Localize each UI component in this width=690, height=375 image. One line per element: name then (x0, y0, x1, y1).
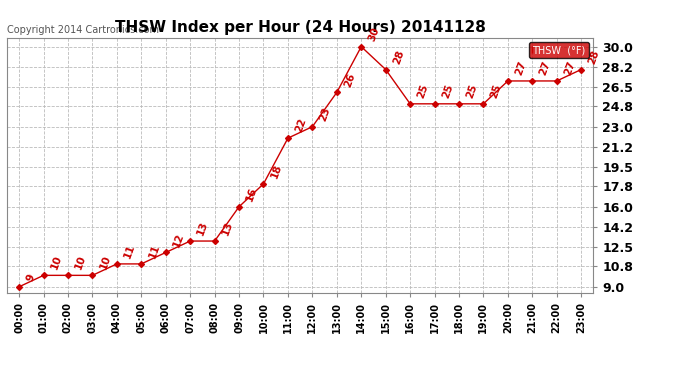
Text: 26: 26 (342, 71, 357, 88)
Text: 25: 25 (464, 82, 479, 100)
Text: 25: 25 (489, 82, 503, 100)
Text: 11: 11 (147, 243, 161, 260)
Text: 13: 13 (220, 220, 235, 237)
Text: 27: 27 (513, 60, 528, 77)
Text: 10: 10 (74, 254, 88, 271)
Text: 16: 16 (245, 186, 259, 202)
Text: 30: 30 (367, 26, 381, 42)
Title: THSW Index per Hour (24 Hours) 20141128: THSW Index per Hour (24 Hours) 20141128 (115, 20, 486, 35)
Text: 10: 10 (98, 254, 112, 271)
Text: 25: 25 (440, 82, 455, 100)
Text: 22: 22 (293, 117, 308, 134)
Text: 11: 11 (122, 243, 137, 260)
Text: 27: 27 (538, 60, 552, 77)
Text: 12: 12 (171, 231, 186, 248)
Text: 28: 28 (586, 48, 601, 65)
Text: Copyright 2014 Cartronics.com: Copyright 2014 Cartronics.com (7, 25, 159, 35)
Text: 27: 27 (562, 60, 577, 77)
Text: 9: 9 (25, 273, 37, 283)
Text: 25: 25 (415, 82, 430, 100)
Text: 23: 23 (318, 105, 333, 123)
Legend: THSW  (°F): THSW (°F) (529, 42, 589, 58)
Text: 18: 18 (269, 163, 284, 180)
Text: 13: 13 (196, 220, 210, 237)
Text: 28: 28 (391, 48, 406, 65)
Text: 10: 10 (49, 254, 63, 271)
